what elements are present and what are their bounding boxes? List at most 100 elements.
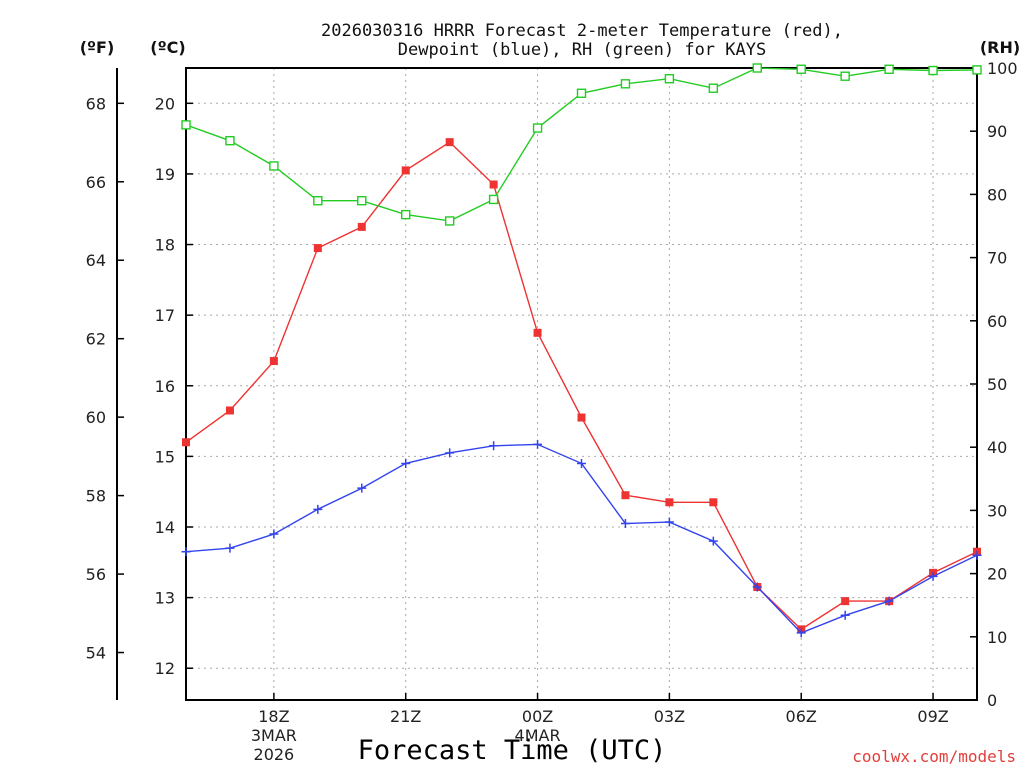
dewpoint-point (401, 458, 411, 468)
dewpoint-point (489, 441, 499, 451)
celsius-tick-label: 17 (155, 306, 175, 325)
rh-point (752, 63, 762, 73)
dewpoint-point (357, 483, 367, 493)
rh-point (928, 65, 938, 76)
plot-frame (185, 67, 978, 701)
x-tick-label: 21Z (390, 707, 421, 726)
rh-point (532, 123, 543, 133)
x-tick-label: 18Z (258, 707, 289, 726)
temperature-point (841, 597, 850, 606)
dewpoint-point (664, 517, 674, 527)
rh-point (708, 83, 719, 93)
rh-tick-label: 100 (987, 59, 1018, 78)
rh-point (313, 196, 323, 206)
rh-point (796, 64, 806, 74)
rh-unit-label: (RH) (980, 38, 1020, 57)
dewpoint-point (445, 448, 455, 458)
temperature-point (489, 180, 498, 189)
dewpoint-point (796, 628, 806, 638)
temperature-point (621, 491, 630, 500)
x-tick-label: 03Z (654, 707, 685, 726)
celsius-tick-label: 18 (155, 236, 175, 255)
dewpoint-point (181, 547, 191, 557)
temperature-point (225, 406, 234, 415)
rh-point (488, 194, 499, 205)
celsius-tick-label: 15 (155, 447, 175, 466)
temperature-point (357, 222, 366, 231)
fahrenheit-tick-label: 58 (86, 487, 106, 506)
dewpoint-point (577, 458, 586, 468)
celsius-tick-label: 12 (155, 659, 175, 678)
dewpoint-point (269, 529, 279, 539)
source-credit: coolwx.com/models (852, 747, 1016, 766)
rh-point (225, 135, 235, 146)
dewpoint-point (313, 504, 323, 514)
rh-point (972, 65, 982, 75)
celsius-tick-label: 16 (155, 377, 175, 396)
rh-point (620, 79, 631, 89)
rh-tick-label: 80 (987, 185, 1007, 204)
rh-tick-label: 70 (987, 249, 1007, 268)
fahrenheit-tick-label: 68 (86, 94, 106, 113)
celsius-unit-label: (ºC) (150, 38, 185, 57)
celsius-tick-label: 19 (155, 165, 175, 184)
data-series (181, 63, 982, 638)
rh-point (269, 161, 279, 171)
x-tick-label: 2026 (254, 745, 295, 764)
dewpoint-point (840, 610, 850, 620)
temperature-point (577, 413, 586, 422)
rh-point (357, 196, 367, 206)
temperature-point (313, 244, 322, 253)
rh-tick-label: 0 (987, 691, 997, 710)
chart-title-line-2: Dewpoint (blue), RH (green) for KAYS (398, 40, 766, 60)
x-tick-label: 06Z (786, 707, 817, 726)
rh-point (884, 64, 894, 74)
fahrenheit-tick-label: 56 (86, 565, 106, 584)
axes: 54 56 58 60 62 64 66 68 12 13 14 15 16 17 18 19 20 0 10 20 3… (86, 59, 1018, 764)
rh-tick-label: 20 (987, 565, 1007, 584)
fahrenheit-tick-label: 64 (86, 251, 106, 270)
chart-title-line-1: 2026030316 HRRR Forecast 2-meter Tempera… (321, 21, 843, 41)
rh-point (576, 88, 587, 98)
dewpoint-point (708, 536, 718, 546)
rh-tick-label: 60 (987, 312, 1007, 331)
celsius-tick-label: 20 (155, 94, 175, 113)
rh-point (401, 209, 411, 220)
rh-point (181, 120, 191, 130)
dewpoint-point (972, 550, 982, 560)
dewpoint-line (185, 443, 978, 634)
rh-point (840, 71, 850, 81)
temperature-point (665, 498, 674, 507)
temperature-point (445, 138, 454, 147)
rh-tick-label: 90 (987, 122, 1007, 141)
rh-point (444, 216, 455, 226)
x-tick-label: 4MAR (515, 726, 561, 745)
x-tick-label: 09Z (917, 707, 948, 726)
temperature-point (401, 166, 410, 175)
celsius-tick-label: 13 (155, 589, 175, 608)
temperature-point (182, 438, 190, 447)
temperature-point (533, 328, 542, 337)
temperature-point (269, 357, 278, 366)
fahrenheit-tick-label: 62 (86, 330, 106, 349)
gridlines (186, 68, 977, 700)
fahrenheit-unit-label: (ºF) (80, 38, 115, 57)
dewpoint-point (928, 571, 938, 581)
dewpoint-point (752, 582, 762, 592)
fahrenheit-tick-label: 54 (86, 644, 106, 663)
dewpoint-point (225, 543, 235, 553)
rh-tick-label: 30 (987, 501, 1007, 520)
fahrenheit-tick-label: 60 (86, 408, 106, 427)
x-tick-label: 3MAR (251, 726, 297, 745)
dewpoint-point (884, 596, 894, 606)
dewpoint-point (620, 518, 630, 528)
x-axis-label: Forecast Time (UTC) (358, 735, 667, 766)
temperature-point (709, 498, 718, 507)
dewpoint-point (533, 439, 543, 449)
rh-point (664, 74, 675, 84)
rh-tick-label: 50 (987, 375, 1007, 394)
fahrenheit-tick-label: 66 (86, 173, 106, 192)
rh-tick-label: 10 (987, 628, 1007, 647)
celsius-tick-label: 14 (155, 518, 175, 537)
